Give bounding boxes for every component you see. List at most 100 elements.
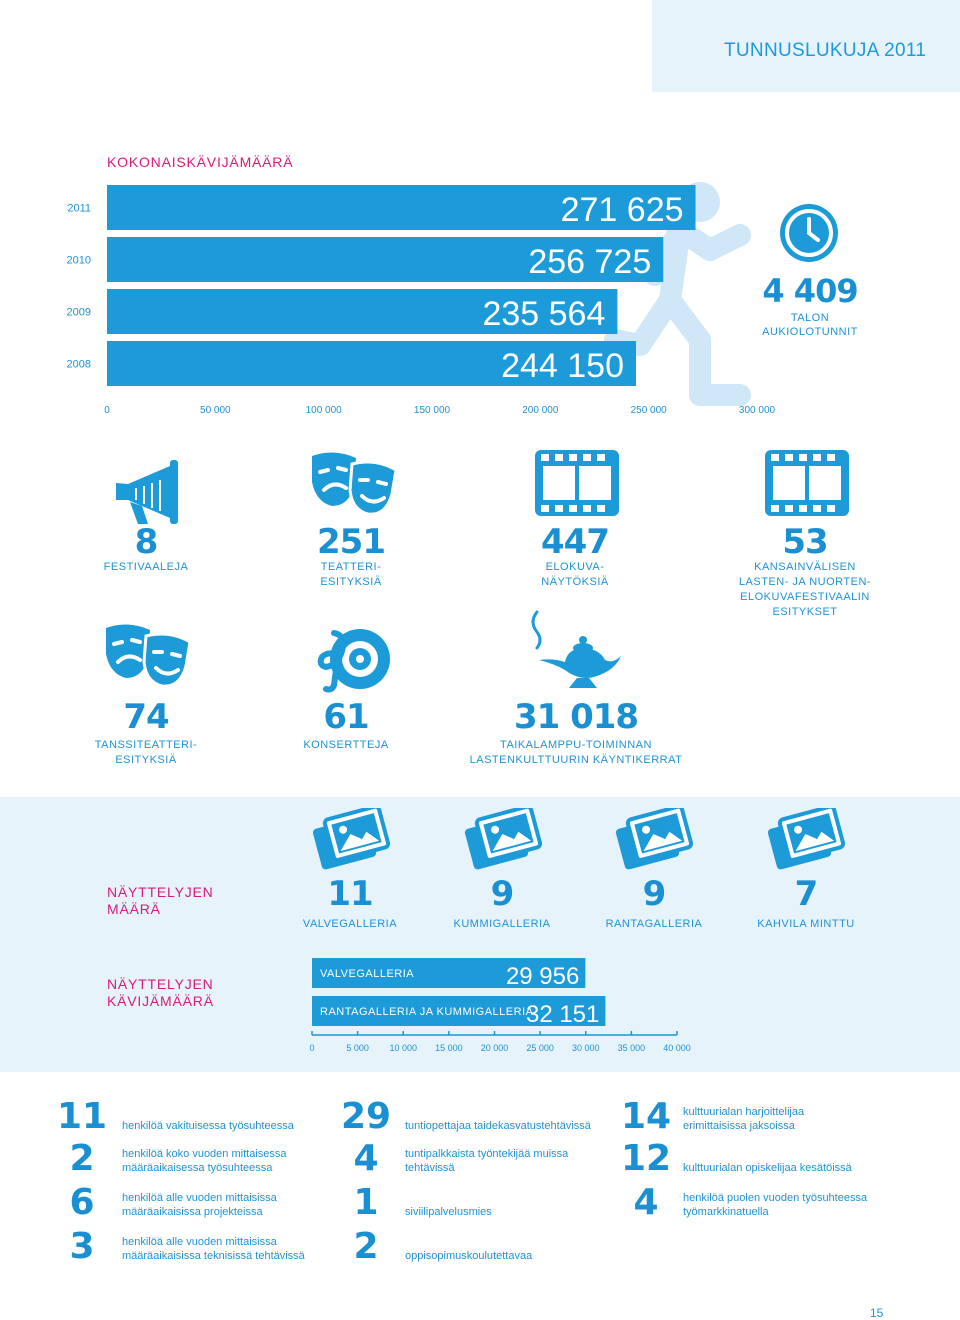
lamp-value: 31 018 — [513, 697, 639, 737]
visitor-axis-tick: 150 000 — [414, 405, 451, 416]
exhibit-bar-label: 32 151 — [526, 1001, 599, 1028]
film-festival-caption-3: ELOKUVAFESTIVAALIN — [740, 591, 870, 603]
valvegalleria-label: VALVEGALLERIA — [302, 918, 398, 930]
festivals-value: 8 — [134, 522, 159, 562]
visitor-bar-label: 271 625 — [561, 191, 684, 229]
film-festival-caption-2: LASTEN- JA NUORTEN- — [738, 576, 872, 588]
year-label: 2008 — [67, 359, 91, 371]
film-strip-icon — [535, 450, 619, 516]
gallery-picture-icon — [615, 808, 694, 870]
exhibit-bar-category: RANTAGALLERIA JA KUMMIGALLERIA — [320, 1006, 534, 1018]
header-box — [652, 0, 960, 92]
staff-count: 4 — [633, 1182, 659, 1223]
valvegalleria-count: 11 — [327, 874, 373, 914]
lamp-caption-2: LASTENKULTTUURIN KÄYNTIKERRAT — [469, 754, 683, 766]
staff-count: 3 — [69, 1226, 95, 1267]
staff-description: kulttuurialan harjoittelijaa — [683, 1106, 805, 1118]
staff-description: henkilöä koko vuoden mittaisessa — [122, 1148, 287, 1160]
visitor-axis-tick: 300 000 — [739, 405, 776, 416]
exhibit-axis-tick: 30 000 — [572, 1043, 600, 1053]
theater-masks-icon — [106, 624, 192, 688]
staff-count: 6 — [69, 1182, 95, 1223]
film-strip-icon — [765, 450, 849, 516]
staff-count: 4 — [353, 1138, 379, 1179]
year-label: 2010 — [67, 255, 91, 267]
exhibit-axis-tick: 5 000 — [346, 1043, 369, 1053]
visitor-axis-tick: 100 000 — [306, 405, 343, 416]
visitor-axis-tick: 0 — [104, 405, 110, 416]
visitors-title: KOKONAISKÄVIJÄMÄÄRÄ — [107, 154, 294, 170]
lamp-caption-1: TAIKALAMPPU-TOIMINNAN — [500, 739, 652, 751]
exhibit-bar — [312, 958, 586, 988]
staff-description: henkilöä alle vuoden mittaisissa — [122, 1236, 277, 1248]
staff-description: työmarkkinatuella — [683, 1206, 769, 1218]
year-label: 2009 — [67, 307, 91, 319]
year-label: 2011 — [67, 203, 91, 215]
visitor-bar-label: 256 725 — [528, 243, 651, 281]
staff-description: siviilipalvelusmies — [405, 1206, 492, 1218]
visitor-axis-tick: 250 000 — [631, 405, 668, 416]
theater-caption-1: TEATTERI- — [320, 561, 382, 573]
visitor-bar — [107, 341, 636, 386]
exhibition-visitors-title-1: NÄYTTELYJEN — [107, 976, 214, 992]
exhibit-axis-tick: 40 000 — [663, 1043, 691, 1053]
concerts-caption: KONSERTTEJA — [303, 739, 389, 751]
film-caption-2: NÄYTÖKSIÄ — [541, 576, 609, 588]
megaphone-icon — [116, 460, 178, 524]
visitors-bar-chart: 2011 271 625 2010 256 725 2009 235 564 2008 244… — [67, 185, 776, 416]
page-title: TUNNUSLUKUJA 2011 — [724, 40, 927, 61]
staff-description: erimittaisissa jaksoissa — [683, 1120, 795, 1132]
staff-count: 1 — [353, 1182, 379, 1223]
film-value: 447 — [541, 522, 610, 562]
kummigalleria-count: 9 — [490, 874, 515, 914]
visitor-bar — [107, 237, 664, 282]
concerts-value: 61 — [323, 697, 369, 737]
theater-masks-icon — [312, 452, 398, 516]
exhibit-axis-tick: 15 000 — [435, 1043, 463, 1053]
visitor-bar-label: 244 150 — [501, 347, 624, 385]
film-festival-caption-1: KANSAINVÄLISEN — [754, 561, 856, 573]
staff-count: 14 — [620, 1096, 672, 1137]
exhibit-axis-tick: 0 — [309, 1043, 314, 1053]
staff-description: määräaikaisissa projekteissa — [122, 1206, 263, 1218]
staff-description: määräaikaisessa työsuhteessa — [122, 1162, 273, 1174]
music-speaker-icon — [317, 629, 390, 693]
dance-caption-1: TANSSITEATTERI- — [94, 739, 198, 751]
exhibit-bar-label: 29 956 — [506, 963, 579, 990]
dance-caption-2: ESITYKSIÄ — [115, 754, 177, 766]
staff-description: henkilöä vakituisessa työsuhteessa — [122, 1120, 294, 1132]
theater-value: 251 — [317, 522, 386, 562]
film-caption-1: ELOKUVA- — [545, 561, 605, 573]
staff-count: 2 — [69, 1138, 95, 1179]
festivals-caption: FESTIVAALEJA — [103, 561, 189, 573]
exhibition-visitors-bar-chart: VALVEGALLERIA 29 956 RANTAGALLERIA JA KUMM… — [309, 958, 691, 1053]
dance-value: 74 — [123, 697, 169, 737]
rantagalleria-count: 9 — [642, 874, 667, 914]
staff-description: tehtävissä — [405, 1162, 455, 1174]
staff-description: kulttuurialan opiskelijaa kesätöissä — [683, 1162, 852, 1174]
staff-description: määräaikaisissa teknisissä tehtävissä — [122, 1250, 305, 1262]
clock-icon — [780, 204, 838, 262]
visitor-bar-label: 235 564 — [482, 295, 605, 333]
staff-count: 29 — [340, 1096, 392, 1137]
exhibit-bar-category: VALVEGALLERIA — [320, 968, 414, 980]
exhibit-axis-tick: 35 000 — [618, 1043, 646, 1053]
page-number: 15 — [870, 1306, 884, 1320]
staff-description: henkilöä puolen vuoden työsuhteessa — [683, 1192, 868, 1204]
film-festival-caption-4: ESITYKSET — [772, 606, 838, 618]
exhibition-count-title-1: NÄYTTELYJEN — [107, 884, 214, 900]
exhibition-visitors-title-2: KÄVIJÄMÄÄRÄ — [107, 993, 214, 1009]
staff-description: oppisopimuskoulutettavaa — [405, 1250, 533, 1262]
exhibition-count-title-2: MÄÄRÄ — [107, 901, 161, 917]
visitor-axis-tick: 50 000 — [200, 405, 231, 416]
gallery-picture-icon — [312, 808, 391, 870]
staff-count: 11 — [56, 1096, 108, 1137]
kummigalleria-label: KUMMIGALLERIA — [453, 918, 551, 930]
exhibit-bar — [312, 996, 606, 1026]
visitor-bar — [107, 185, 696, 230]
visitor-axis-tick: 200 000 — [522, 405, 559, 416]
staff-count: 2 — [353, 1226, 379, 1267]
staff-description: henkilöä alle vuoden mittaisissa — [122, 1192, 277, 1204]
kahvila-label: KAHVILA MINTTU — [757, 918, 855, 930]
opening-hours-label-2: AUKIOLOTUNNIT — [762, 326, 858, 338]
